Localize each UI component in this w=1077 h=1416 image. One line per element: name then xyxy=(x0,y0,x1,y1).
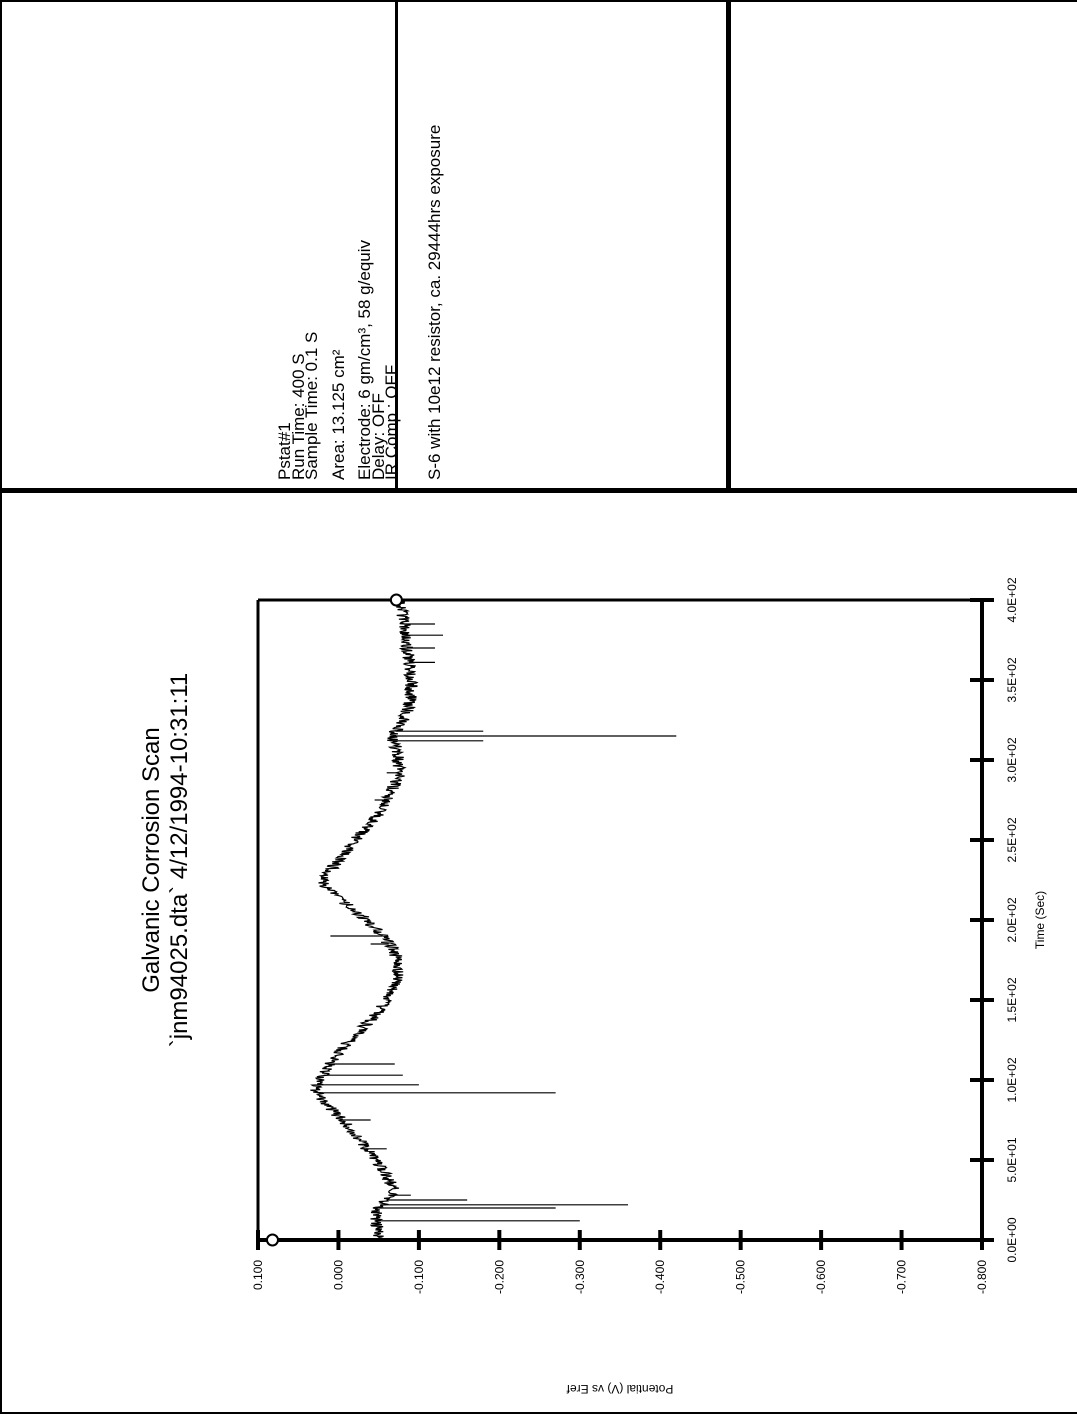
y-tick-label: -0.300 xyxy=(573,1260,587,1294)
frame-bottom-border xyxy=(0,1412,1077,1414)
end-marker xyxy=(389,593,403,607)
y-tick-label: 0.000 xyxy=(331,1260,345,1290)
x-tick-label: 1.0E+02 xyxy=(1005,1057,1019,1102)
y-tick-label: -0.600 xyxy=(814,1260,828,1294)
frame-top-border xyxy=(0,0,1077,2)
y-tick-label: -0.800 xyxy=(975,1260,989,1294)
x-tick-label: 0.0E+00 xyxy=(1005,1217,1019,1262)
plot-layer: 0.100 0.000 -0.100 -0.200 -0.300 -0.400 -0.500… xyxy=(251,577,1047,1396)
y-tick-label: -0.200 xyxy=(492,1260,506,1294)
x-tick-label: 4.0E+02 xyxy=(1005,577,1019,622)
x-tick-label: 2.5E+02 xyxy=(1005,817,1019,862)
frame-left-border xyxy=(0,0,2,1414)
series-line xyxy=(310,599,419,1241)
y-tick-label: -0.100 xyxy=(412,1260,426,1294)
frame-header-divider xyxy=(0,488,1077,493)
y-tick-label: -0.700 xyxy=(895,1260,909,1294)
x-tick-label: 1.5E+02 xyxy=(1005,977,1019,1022)
x-tick-label: 3.0E+02 xyxy=(1005,737,1019,782)
y-tick-label: 0.100 xyxy=(251,1260,265,1290)
x-axis-title: Time (Sec) xyxy=(1033,891,1047,949)
frame-divider-info xyxy=(395,0,398,490)
y-tick-label: -0.500 xyxy=(734,1260,748,1294)
x-tick-label: 2.0E+02 xyxy=(1005,897,1019,942)
x-tick-label: 5.0E+01 xyxy=(1005,1137,1019,1182)
y-tick-label: -0.400 xyxy=(653,1260,667,1294)
start-marker xyxy=(265,1233,279,1247)
x-tick-label: 3.5E+02 xyxy=(1005,657,1019,702)
y-axis-title: Potential (V) vs Eref xyxy=(566,1382,673,1396)
frame-divider-note xyxy=(726,0,731,490)
